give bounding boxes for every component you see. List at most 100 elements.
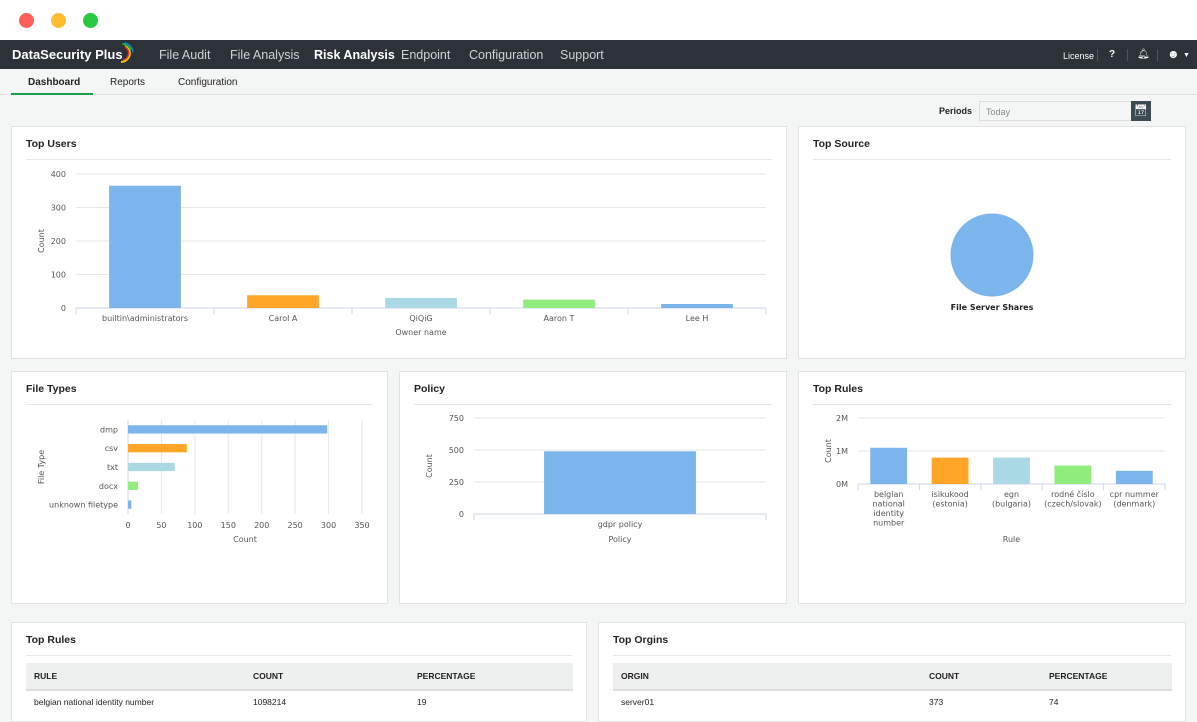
x-tick-label: (denmark)	[1113, 500, 1155, 509]
card-title: Top Rules	[813, 383, 863, 395]
y-tick-label: 2M	[836, 414, 848, 423]
table-header-row: ORGIN COUNT PERCENTAGE	[613, 663, 1172, 691]
nav-support[interactable]: Support	[560, 48, 604, 62]
bar-4[interactable]	[661, 303, 733, 308]
policy-card: Policy 0 250 500 750 gdpr policy Policy Count	[399, 371, 787, 604]
nav-configuration[interactable]: Configuration	[469, 48, 544, 62]
x-tick-label: 50	[156, 521, 166, 530]
bar-2[interactable]	[385, 297, 457, 308]
tab-reports[interactable]: Reports	[110, 77, 146, 88]
column-header[interactable]: ORGIN	[613, 663, 921, 691]
column-header[interactable]: COUNT	[245, 663, 409, 691]
x-tick-label: 100	[187, 521, 202, 530]
sub-nav: Dashboard Reports Configuration	[0, 69, 1197, 95]
pie-slice-file-server-shares[interactable]	[949, 212, 1035, 298]
cell: 19	[417, 696, 427, 707]
column-header[interactable]: COUNT	[921, 663, 1041, 691]
divider	[1157, 49, 1158, 61]
x-axis-title: Owner name	[395, 328, 446, 337]
nav-file-audit[interactable]: File Audit	[159, 48, 211, 62]
x-tick-label: egn	[1004, 490, 1019, 499]
y-tick-label: docx	[99, 482, 118, 491]
tab-dashboard[interactable]: Dashboard	[28, 77, 81, 88]
x-axis-title: Policy	[608, 535, 631, 544]
y-tick-label: csv	[105, 444, 119, 453]
divider	[1097, 49, 1098, 61]
help-button[interactable]: ?	[1109, 49, 1116, 60]
close-window-button[interactable]	[19, 13, 34, 28]
x-tick-label: gdpr policy	[598, 520, 643, 529]
tab-configuration[interactable]: Configuration	[178, 77, 238, 88]
cell: 74	[1049, 696, 1059, 707]
x-axis-title: Rule	[1003, 535, 1020, 544]
nav-risk-analysis[interactable]: Risk Analysis	[314, 48, 395, 62]
table-header-row: RULE COUNT PERCENTAGE	[26, 663, 573, 691]
y-tick-label: txt	[107, 463, 118, 472]
x-tick-label: rodné číslo	[1051, 489, 1095, 499]
bar-1[interactable]	[247, 295, 319, 308]
license-link[interactable]: License	[1063, 51, 1095, 61]
bar-2[interactable]	[993, 457, 1030, 484]
cell: server01	[621, 696, 655, 707]
table-row[interactable]: server01 373 74	[613, 690, 1172, 712]
caret-down-icon[interactable]: ▼	[1183, 52, 1190, 59]
maximize-window-button[interactable]	[83, 13, 98, 28]
bar-2[interactable]	[128, 462, 175, 472]
top-users-chart: 0 100 200 300 400 builtin\administrators Carol…	[37, 170, 767, 337]
top-origins-table: ORGIN COUNT PERCENTAGE server01 373 74	[613, 663, 1172, 712]
table-row[interactable]: belgian national identity number 1098214 1…	[26, 690, 573, 712]
minimize-window-button[interactable]	[51, 13, 66, 28]
bar-0[interactable]	[544, 451, 696, 514]
user-icon[interactable]: ☻	[1167, 47, 1180, 61]
x-tick-label: 150	[221, 521, 236, 530]
bar-0[interactable]	[870, 447, 908, 484]
x-tick-label: 300	[321, 521, 336, 530]
column-header[interactable]: PERCENTAGE	[1041, 663, 1172, 691]
x-tick-label: cpr nummer	[1110, 490, 1160, 499]
top-origins-table-card: Top Orgins ORGIN COUNT PERCENTAGE server01…	[598, 622, 1186, 722]
card-title: Policy	[414, 383, 445, 395]
x-tick-label: Carol A	[269, 314, 298, 323]
bar-4[interactable]	[1115, 470, 1153, 484]
y-tick-label: unknown filetype	[49, 501, 118, 510]
bar-0[interactable]	[109, 185, 181, 308]
column-header[interactable]: RULE	[26, 663, 245, 691]
x-tick-label: Lee H	[686, 314, 709, 323]
top-rules-card: Top Rules 0M 1M 2M belgian national identity n…	[798, 371, 1186, 604]
x-tick-label: Aaron T	[544, 314, 575, 323]
bar-3[interactable]	[128, 481, 139, 490]
period-input[interactable]: Today	[979, 101, 1132, 121]
policy-chart: 0 250 500 750 gdpr policy Policy Count	[425, 414, 767, 544]
x-tick-label: QiQiG	[409, 314, 432, 323]
periods-label: Periods	[939, 106, 973, 116]
bar-4[interactable]	[128, 500, 132, 509]
brand-logo[interactable]: DataSecurity Plus	[12, 42, 134, 63]
cell: 373	[929, 696, 944, 707]
x-tick-label: 200	[254, 521, 269, 530]
bar-3[interactable]	[523, 299, 595, 308]
y-axis-title: Count	[425, 454, 434, 478]
bar-1[interactable]	[128, 444, 187, 453]
top-nav: DataSecurity Plus File Audit File Analys…	[0, 40, 1197, 69]
y-tick-label: 0	[459, 510, 464, 519]
pie-label: File Server Shares	[951, 303, 1034, 312]
divider	[1127, 49, 1128, 61]
y-tick-label: 100	[51, 271, 66, 280]
y-tick-label: 0M	[836, 480, 848, 489]
bar-0[interactable]	[128, 425, 328, 434]
column-header[interactable]: PERCENTAGE	[409, 663, 573, 691]
file-types-chart: 0 50 100 150 200 250 300 350 dmp csv txt docx unknow…	[37, 420, 370, 544]
calendar-icon[interactable]: 📅︎	[1131, 101, 1151, 121]
x-tick-label: belgian	[874, 490, 904, 499]
x-tick-label: (estonia)	[932, 500, 968, 509]
nav-file-analysis[interactable]: File Analysis	[230, 48, 300, 62]
bar-1[interactable]	[931, 457, 969, 484]
nav-endpoint[interactable]: Endpoint	[401, 48, 451, 62]
y-axis-title: Count	[824, 439, 833, 463]
cell: 1098214	[253, 696, 287, 707]
bar-3[interactable]	[1054, 465, 1092, 484]
logo-arcs-icon	[120, 42, 134, 63]
top-users-card: Top Users 0 100 200 300 400 builtin\administr…	[11, 126, 787, 359]
bell-icon[interactable]: 🔔︎	[1137, 49, 1150, 60]
card-title: Top Rules	[26, 634, 76, 646]
